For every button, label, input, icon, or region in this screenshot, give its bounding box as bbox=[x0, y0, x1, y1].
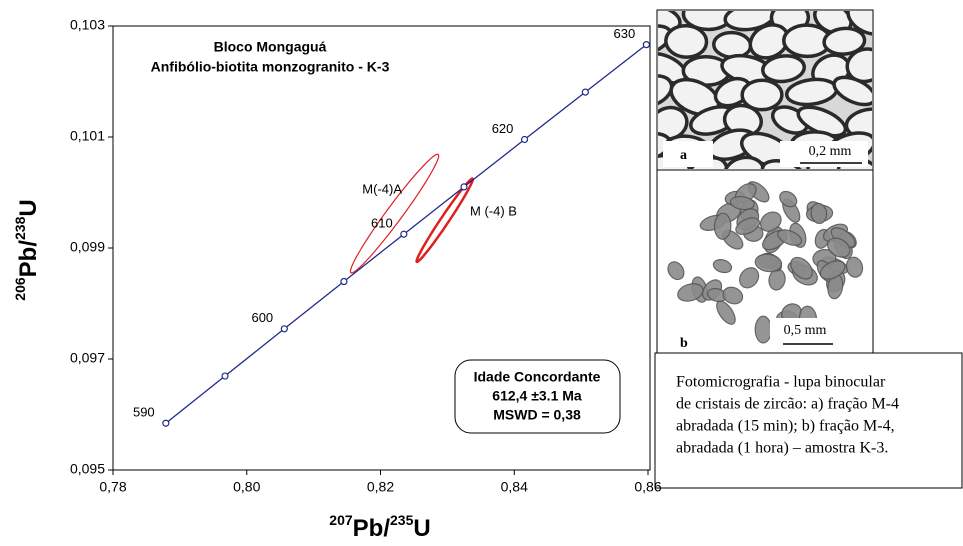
scale-label: 0,2 mm bbox=[809, 144, 852, 159]
concordia-point bbox=[222, 373, 228, 379]
age-label: 600 bbox=[251, 310, 273, 325]
page: a 0,2 mm b 0,5 mm Fotomicrografia - lupa… bbox=[0, 0, 963, 546]
label-bg bbox=[663, 141, 713, 167]
age-text: MSWD = 0,38 bbox=[493, 407, 581, 423]
y-axis-label: 206Pb/238U bbox=[12, 199, 42, 300]
caption-line: abradada (15 min); b) fração M-4, bbox=[676, 418, 895, 435]
concordia-point bbox=[582, 89, 588, 95]
age-text: 612,4 ±3.1 Ma bbox=[492, 388, 582, 404]
error-ellipse bbox=[417, 179, 473, 262]
y-tick-label: 0,095 bbox=[70, 461, 105, 477]
x-tick-label: 0,80 bbox=[233, 479, 260, 495]
y-axis-label-part: 238 bbox=[12, 216, 28, 240]
scale-label: 0,5 mm bbox=[784, 323, 827, 338]
x-tick-label: 0,82 bbox=[367, 479, 394, 495]
x-axis-label-part: 207 bbox=[329, 512, 353, 528]
concordia-point bbox=[461, 184, 467, 190]
concordia-point bbox=[643, 42, 649, 48]
y-tick-label: 0,097 bbox=[70, 350, 105, 366]
x-axis-label-part: U bbox=[413, 515, 430, 542]
x-axis-label-part: 235 bbox=[390, 512, 414, 528]
concordia-point bbox=[281, 326, 287, 332]
age-label: 630 bbox=[614, 26, 636, 41]
caption-line: Fotomicrografia - lupa binocular bbox=[676, 374, 886, 391]
grain bbox=[755, 316, 771, 343]
y-axis-label-part: 206 bbox=[12, 277, 28, 301]
y-tick-label: 0,099 bbox=[70, 239, 105, 255]
x-axis-label: 207Pb/235U bbox=[329, 512, 430, 542]
chart-title: Bloco Mongaguá bbox=[214, 39, 327, 55]
grain bbox=[714, 213, 731, 240]
x-tick-label: 0,86 bbox=[634, 479, 661, 495]
label-bg bbox=[663, 328, 693, 350]
concordia-point bbox=[341, 279, 347, 285]
concordia-point bbox=[163, 420, 169, 426]
y-tick-label: 0,101 bbox=[70, 128, 105, 144]
age-label: 620 bbox=[492, 121, 514, 136]
x-tick-label: 0,78 bbox=[99, 479, 126, 495]
grain bbox=[665, 25, 708, 59]
x-tick-label: 0,84 bbox=[501, 479, 528, 495]
photo-letter: a bbox=[680, 148, 687, 163]
caption-line: de cristais de zircão: a) fração M-4 bbox=[676, 396, 899, 413]
concordia-point bbox=[401, 231, 407, 237]
ellipse-label: M (-4) B bbox=[470, 203, 517, 218]
age-text: Idade Concordante bbox=[474, 369, 601, 385]
caption-line: abradada (1 hora) – amostra K-3. bbox=[676, 440, 888, 457]
photo-letter: b bbox=[680, 336, 688, 351]
age-label: 610 bbox=[371, 216, 393, 231]
age-label: 590 bbox=[133, 405, 155, 420]
ellipse-label: M(-4)A bbox=[362, 181, 402, 196]
plot: 0,78 0,80 0,82 0,84 0,86 0,095 0,097 0,099 0,101… bbox=[12, 17, 662, 543]
chart-title: Anfibólio-biotita monzogranito - K-3 bbox=[151, 59, 390, 75]
x-axis-label-part: Pb/ bbox=[353, 515, 391, 542]
concordia-point bbox=[522, 136, 528, 142]
y-axis-label-part: U bbox=[15, 199, 42, 216]
y-axis-label-part: Pb/ bbox=[15, 240, 42, 278]
y-tick-label: 0,103 bbox=[70, 17, 105, 33]
